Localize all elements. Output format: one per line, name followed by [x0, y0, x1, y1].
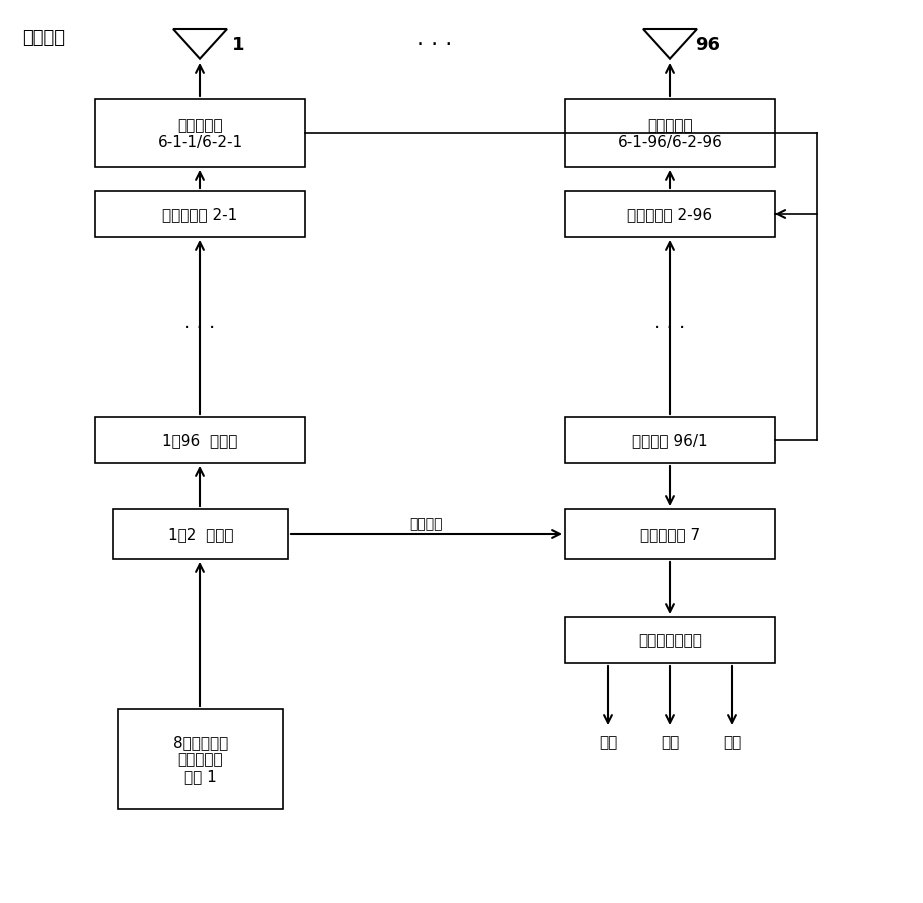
Bar: [95, 417, 305, 463]
Bar: [565, 417, 775, 463]
Bar: [565, 191, 775, 237]
Text: 控制: 控制: [599, 735, 617, 749]
Text: 参考信号: 参考信号: [409, 517, 443, 530]
Bar: [565, 100, 775, 168]
Text: 8路固定中频: 8路固定中频: [173, 735, 228, 749]
Text: 6-1-1/6-2-1: 6-1-1/6-2-1: [158, 135, 243, 150]
Text: 生器 1: 生器 1: [184, 768, 217, 784]
Text: 俣锄: 俣锄: [723, 735, 741, 749]
Text: 定向耦合器: 定向耦合器: [177, 118, 222, 133]
Text: 96: 96: [696, 36, 721, 54]
Text: 天线单元: 天线单元: [22, 29, 65, 47]
Text: 干扰信号产: 干扰信号产: [178, 751, 223, 767]
Text: 频相控制器 2-96: 频相控制器 2-96: [628, 208, 713, 222]
Text: 1：96  分路器: 1：96 分路器: [162, 433, 238, 448]
Bar: [95, 191, 305, 237]
Bar: [95, 100, 305, 168]
Text: 6-1-96/6-2-96: 6-1-96/6-2-96: [617, 135, 723, 150]
Text: · · ·: · · ·: [185, 318, 216, 337]
Bar: [118, 709, 283, 809]
Text: · · ·: · · ·: [417, 35, 452, 55]
Text: 转换开关 96/1: 转换开关 96/1: [632, 433, 708, 448]
Bar: [565, 618, 775, 664]
Text: 校准接收机 7: 校准接收机 7: [640, 527, 700, 542]
Text: 显示: 显示: [661, 735, 679, 749]
Text: 系统监控计算机: 系统监控计算机: [638, 633, 701, 647]
Text: 1：2  分路器: 1：2 分路器: [168, 527, 234, 542]
Text: 定向耦合器: 定向耦合器: [647, 118, 693, 133]
Text: 频相控制器 2-1: 频相控制器 2-1: [162, 208, 237, 222]
Bar: [565, 509, 775, 559]
Bar: [113, 509, 288, 559]
Text: 1: 1: [232, 36, 245, 54]
Text: · · ·: · · ·: [654, 318, 686, 337]
